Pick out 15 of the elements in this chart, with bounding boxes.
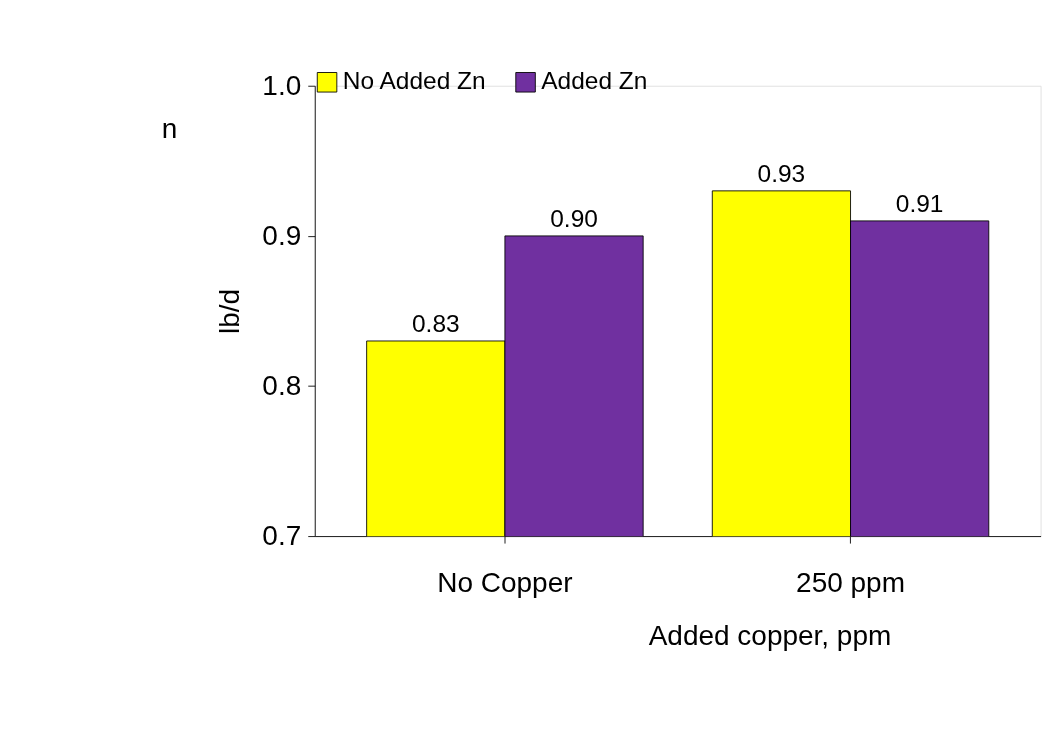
y-tick-label: 0.7 <box>262 520 302 552</box>
data-label: 0.90 <box>550 205 598 233</box>
legend-label: No Added Zn <box>342 67 486 95</box>
text: n <box>161 113 178 145</box>
y-axis-title: lb/d <box>213 288 245 334</box>
y-tick-label: 1.0 <box>262 69 302 101</box>
x-tick-label: 250 ppm <box>796 566 905 598</box>
data-label: 0.83 <box>411 310 460 338</box>
y-tick-label: 0.8 <box>262 370 302 402</box>
x-tick-label: No Copper <box>437 566 573 598</box>
x-axis-title: Added copper, ppm <box>648 620 892 652</box>
data-label: 0.91 <box>895 190 944 218</box>
legend-label: Added Zn <box>541 67 648 95</box>
data-label: 0.93 <box>757 160 806 188</box>
y-tick-label: 0.9 <box>262 220 302 252</box>
